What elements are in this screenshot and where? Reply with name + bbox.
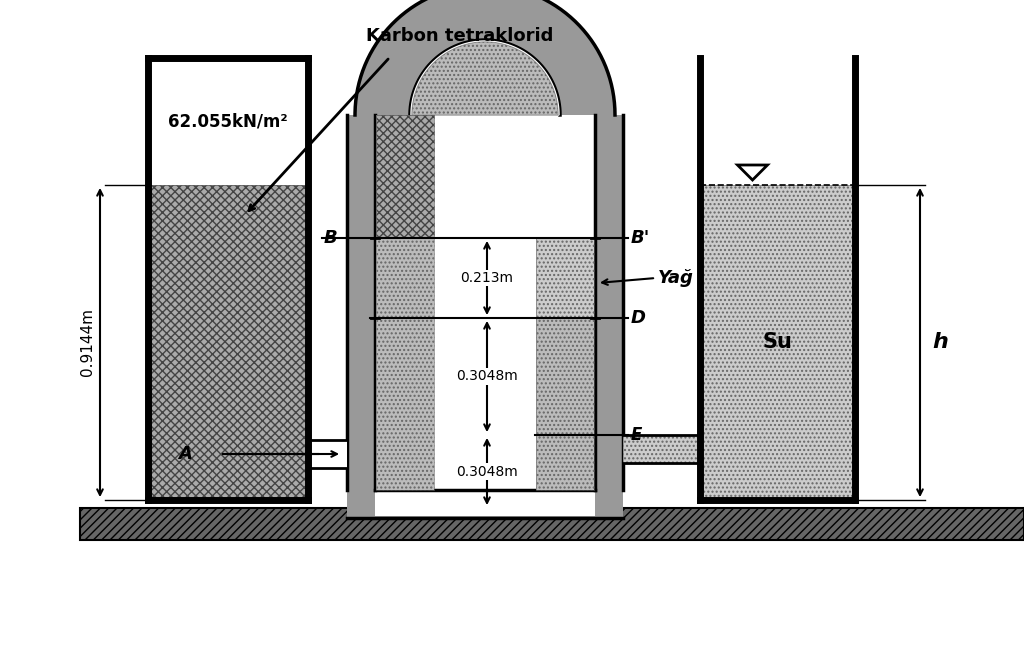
Bar xyxy=(80,508,1024,540)
Text: B: B xyxy=(324,229,337,247)
Bar xyxy=(595,115,623,490)
Text: E: E xyxy=(631,426,642,444)
Text: Karbon tetraklorid: Karbon tetraklorid xyxy=(367,27,554,45)
Text: D: D xyxy=(631,309,646,327)
Bar xyxy=(347,490,623,518)
Bar xyxy=(148,185,308,500)
Bar xyxy=(376,115,434,238)
Bar xyxy=(623,435,700,463)
Text: Yağ: Yağ xyxy=(658,269,694,287)
Text: B': B' xyxy=(631,229,650,247)
Text: 62.055kN/m²: 62.055kN/m² xyxy=(168,112,288,130)
Bar xyxy=(347,115,375,490)
Bar xyxy=(376,238,434,490)
Bar xyxy=(700,185,855,500)
Text: 0.9144m: 0.9144m xyxy=(80,308,95,376)
Text: 0.213m: 0.213m xyxy=(461,271,513,285)
Bar xyxy=(376,238,434,490)
Bar xyxy=(536,318,594,490)
Text: h: h xyxy=(932,333,948,353)
Bar xyxy=(536,238,594,318)
Polygon shape xyxy=(355,0,615,115)
Bar xyxy=(376,115,434,238)
Bar xyxy=(536,238,594,318)
Polygon shape xyxy=(411,41,559,115)
Text: 0.3048m: 0.3048m xyxy=(456,464,518,478)
Bar xyxy=(308,440,347,468)
Bar xyxy=(148,185,308,500)
Text: A: A xyxy=(178,445,191,463)
Bar xyxy=(148,58,308,185)
Bar xyxy=(623,435,700,463)
Bar xyxy=(375,490,595,516)
Bar xyxy=(375,115,595,490)
Text: Su: Su xyxy=(763,333,793,353)
Bar xyxy=(700,185,855,500)
Polygon shape xyxy=(412,42,558,115)
Text: 0.3048m: 0.3048m xyxy=(456,370,518,384)
Bar xyxy=(536,318,594,490)
